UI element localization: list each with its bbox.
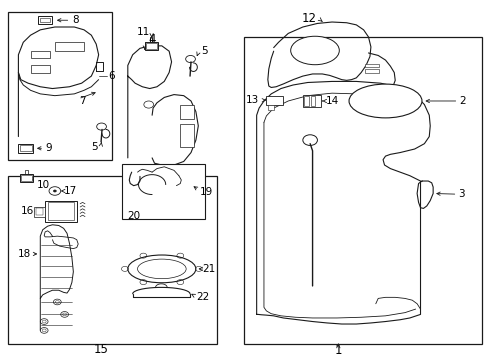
Ellipse shape [348,84,421,118]
Bar [365,69,378,72]
Bar [55,42,84,51]
Text: 17: 17 [63,186,77,196]
Text: 7: 7 [79,96,85,106]
Text: 15: 15 [93,343,108,356]
Text: 4: 4 [148,33,156,46]
Bar [304,96,308,105]
Text: 2: 2 [458,96,465,106]
Text: 19: 19 [200,187,213,197]
Bar [146,43,157,49]
Ellipse shape [290,36,339,65]
Bar [144,42,158,50]
Bar [20,174,33,182]
Bar [122,164,204,219]
Text: 8: 8 [72,15,79,25]
Text: 13: 13 [245,95,258,105]
Bar [267,104,273,110]
Bar [36,208,43,215]
Bar [40,18,50,22]
Text: 16: 16 [21,206,34,216]
Text: 6: 6 [108,71,115,81]
Bar [302,95,321,107]
Text: 10: 10 [36,180,49,190]
Ellipse shape [127,255,196,283]
Bar [38,16,52,24]
Bar [20,145,31,152]
Text: 5: 5 [201,46,207,56]
Bar [47,202,74,220]
Bar [180,124,194,147]
Bar [30,66,50,72]
Bar [8,12,112,160]
Bar [21,175,32,181]
Text: 21: 21 [202,264,215,274]
Text: 9: 9 [45,143,52,153]
Bar [365,64,378,67]
Text: 1: 1 [334,344,342,357]
Bar [19,144,33,153]
Text: 22: 22 [196,292,209,302]
Bar [45,201,77,222]
Bar [310,96,315,105]
Text: 18: 18 [18,249,31,259]
Text: 14: 14 [325,96,339,106]
Text: 3: 3 [458,189,464,199]
Bar [30,51,50,58]
Bar [243,37,481,343]
Bar [34,207,45,217]
Text: 12: 12 [301,12,316,24]
Text: 5: 5 [91,142,98,152]
Bar [266,96,283,104]
Bar [8,176,216,343]
Circle shape [53,190,56,192]
Text: 11: 11 [137,27,150,37]
Ellipse shape [137,259,186,279]
Text: 20: 20 [126,211,140,221]
Bar [180,104,194,119]
